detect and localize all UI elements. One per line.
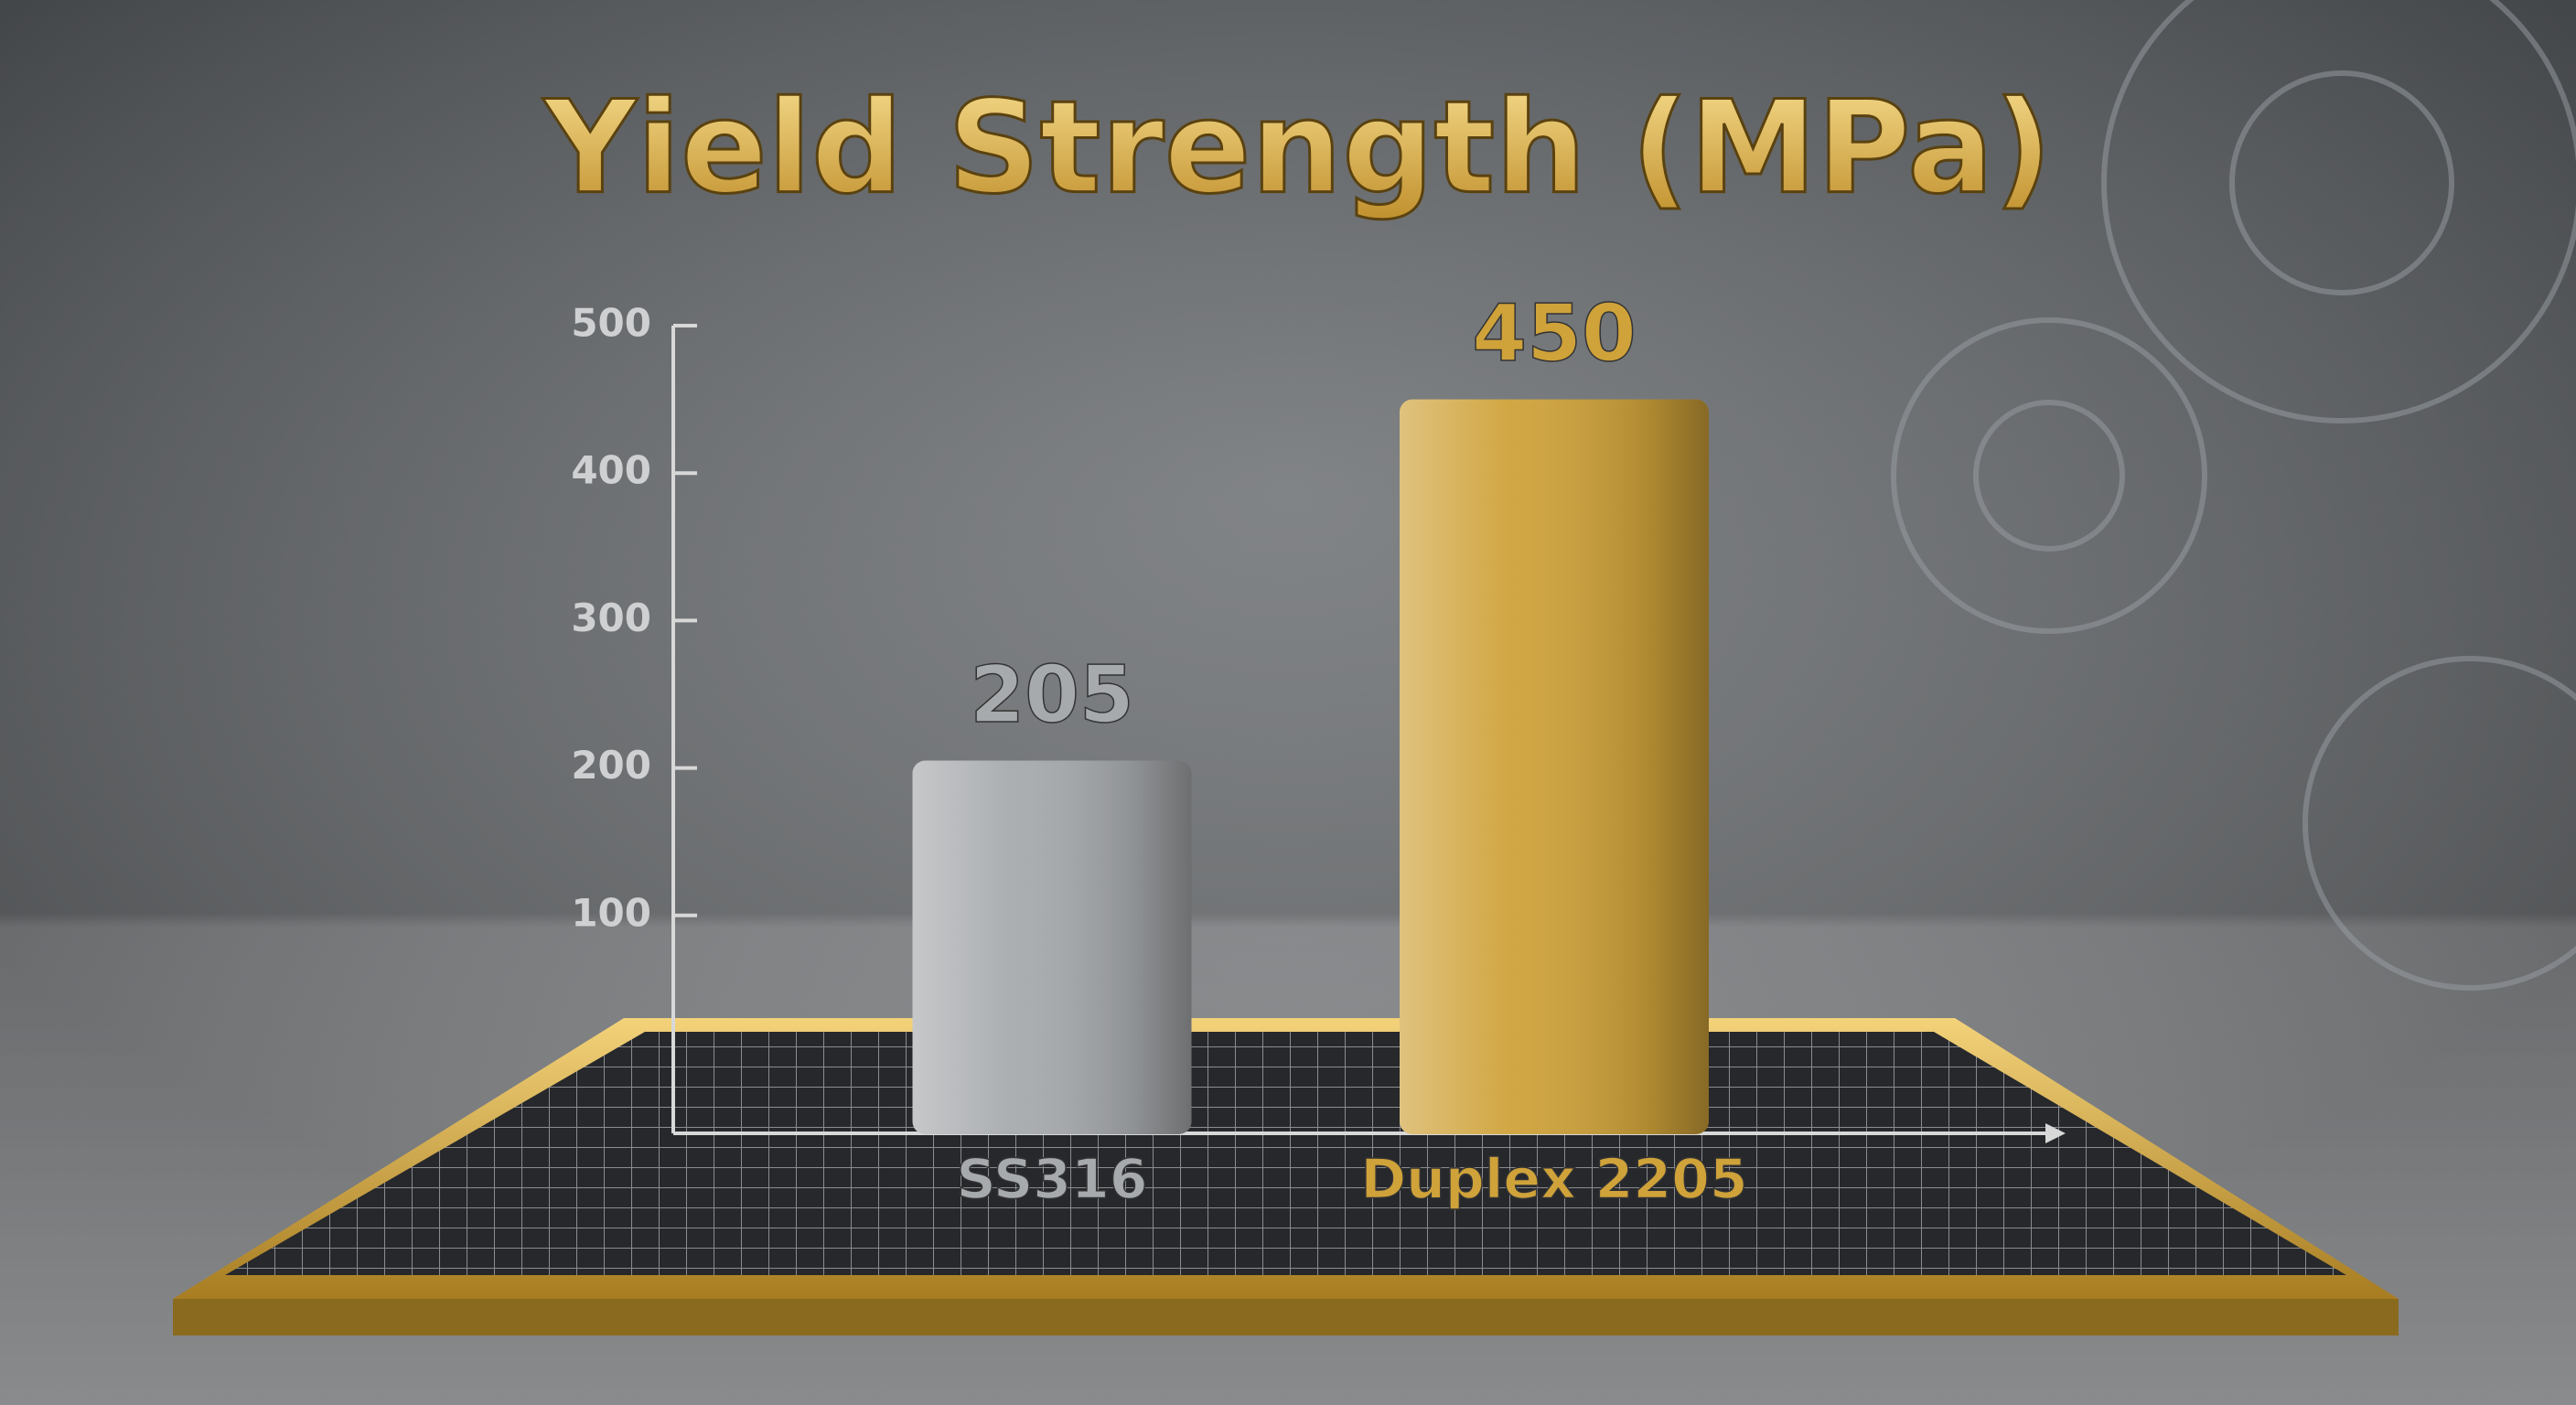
bar-shading	[912, 760, 1192, 1134]
y-tick-label: 100	[571, 890, 651, 935]
x-tick-label: SS316	[957, 1148, 1148, 1212]
y-tick-label: 400	[571, 448, 651, 493]
bar-shading	[1400, 399, 1709, 1135]
value-label: 450	[1472, 288, 1637, 380]
y-tick-label: 500	[571, 301, 651, 346]
platform-edge	[173, 1299, 2399, 1335]
y-tick-label: 200	[571, 743, 651, 788]
chart-title: Yield Strength (MPa)	[542, 74, 2053, 223]
x-axis-arrow	[2045, 1123, 2066, 1143]
platform-grid	[225, 1032, 2346, 1275]
gear-decoration	[1891, 0, 2576, 991]
y-tick-label: 300	[571, 595, 651, 640]
value-label: 205	[970, 649, 1134, 741]
x-tick-label: Duplex 2205	[1360, 1148, 1747, 1212]
